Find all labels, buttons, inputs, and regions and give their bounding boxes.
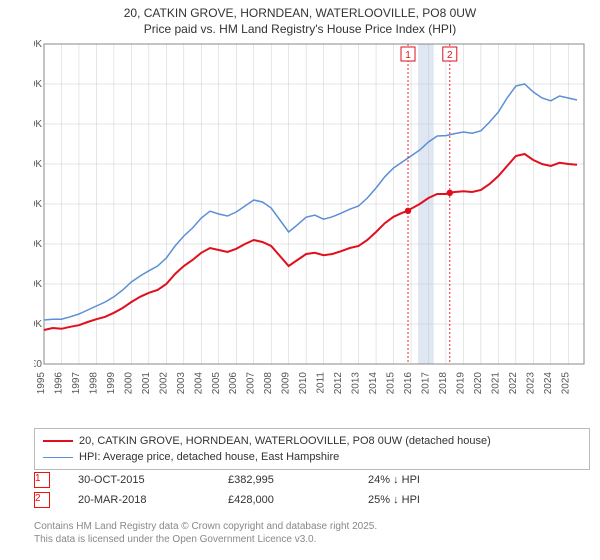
svg-text:1995: 1995	[36, 372, 47, 395]
svg-text:2024: 2024	[543, 372, 554, 395]
legend-swatch	[43, 440, 73, 442]
svg-text:£800K: £800K	[34, 40, 42, 50]
svg-text:2009: 2009	[281, 372, 292, 395]
svg-text:£200K: £200K	[34, 279, 42, 290]
marker-date: 20-MAR-2018	[78, 494, 228, 506]
marker-id-box: 1	[34, 472, 50, 488]
marker-row: 1 30-OCT-2015£382,99524% ↓ HPI	[34, 470, 590, 490]
legend-swatch	[43, 457, 73, 458]
svg-text:2013: 2013	[351, 372, 362, 395]
svg-text:2003: 2003	[176, 372, 187, 395]
svg-text:2008: 2008	[263, 372, 274, 395]
marker-table: 1 30-OCT-2015£382,99524% ↓ HPI 2 20-MAR-201…	[34, 470, 590, 510]
svg-text:2001: 2001	[141, 372, 152, 395]
svg-text:£0: £0	[34, 359, 42, 370]
svg-text:2018: 2018	[438, 372, 449, 395]
svg-text:2: 2	[447, 50, 453, 61]
svg-text:2015: 2015	[386, 372, 397, 395]
marker-pct: 24% ↓ HPI	[368, 474, 488, 486]
chart-title: 20, CATKIN GROVE, HORNDEAN, WATERLOOVILL…	[0, 0, 600, 37]
legend-label: HPI: Average price, detached house, East…	[79, 451, 339, 463]
svg-text:£600K: £600K	[34, 119, 42, 130]
title-line-1: 20, CATKIN GROVE, HORNDEAN, WATERLOOVILL…	[0, 6, 600, 22]
legend-item: HPI: Average price, detached house, East…	[43, 449, 581, 465]
footer-line-1: Contains HM Land Registry data © Crown c…	[34, 520, 377, 533]
svg-text:1999: 1999	[106, 372, 117, 395]
footer-attribution: Contains HM Land Registry data © Crown c…	[34, 520, 377, 546]
svg-text:£700K: £700K	[34, 79, 42, 90]
svg-text:2019: 2019	[455, 372, 466, 395]
svg-text:2012: 2012	[333, 372, 344, 395]
marker-date: 30-OCT-2015	[78, 474, 228, 486]
svg-text:1: 1	[405, 50, 411, 61]
svg-text:£300K: £300K	[34, 239, 42, 250]
svg-text:2020: 2020	[473, 372, 484, 395]
svg-text:1998: 1998	[88, 372, 99, 395]
svg-text:2006: 2006	[228, 372, 239, 395]
marker-pct: 25% ↓ HPI	[368, 494, 488, 506]
title-line-2: Price paid vs. HM Land Registry's House …	[0, 22, 600, 38]
marker-price: £382,995	[228, 474, 368, 486]
chart-container: 20, CATKIN GROVE, HORNDEAN, WATERLOOVILL…	[0, 0, 600, 560]
legend-item: 20, CATKIN GROVE, HORNDEAN, WATERLOOVILL…	[43, 433, 581, 449]
svg-text:2002: 2002	[158, 372, 169, 395]
legend-label: 20, CATKIN GROVE, HORNDEAN, WATERLOOVILL…	[79, 435, 491, 447]
svg-text:£500K: £500K	[34, 159, 42, 170]
svg-text:2000: 2000	[123, 372, 134, 395]
svg-text:1997: 1997	[71, 372, 82, 395]
marker-row: 2 20-MAR-2018£428,00025% ↓ HPI	[34, 490, 590, 510]
chart-area: £0 £100K £200K £300K £400K £500K £600K £700K £80…	[34, 40, 590, 410]
legend-box: 20, CATKIN GROVE, HORNDEAN, WATERLOOVILL…	[34, 428, 590, 470]
svg-text:1996: 1996	[53, 372, 64, 395]
svg-text:2005: 2005	[211, 372, 222, 395]
svg-text:2025: 2025	[560, 372, 571, 395]
svg-text:2011: 2011	[316, 372, 327, 394]
svg-text:2023: 2023	[525, 372, 536, 395]
chart-svg: £0 £100K £200K £300K £400K £500K £600K £700K £80…	[34, 40, 590, 410]
svg-text:£100K: £100K	[34, 319, 42, 330]
svg-text:2017: 2017	[420, 372, 431, 395]
marker-price: £428,000	[228, 494, 368, 506]
footer-line-2: This data is licensed under the Open Gov…	[34, 533, 377, 546]
svg-text:£400K: £400K	[34, 199, 42, 210]
svg-text:2007: 2007	[246, 372, 257, 395]
svg-text:2010: 2010	[298, 372, 309, 395]
svg-text:2004: 2004	[193, 372, 204, 395]
svg-text:2021: 2021	[490, 372, 501, 395]
svg-text:2014: 2014	[368, 372, 379, 395]
marker-id-box: 2	[34, 492, 50, 508]
svg-text:2022: 2022	[508, 372, 519, 395]
svg-text:2016: 2016	[403, 372, 414, 395]
